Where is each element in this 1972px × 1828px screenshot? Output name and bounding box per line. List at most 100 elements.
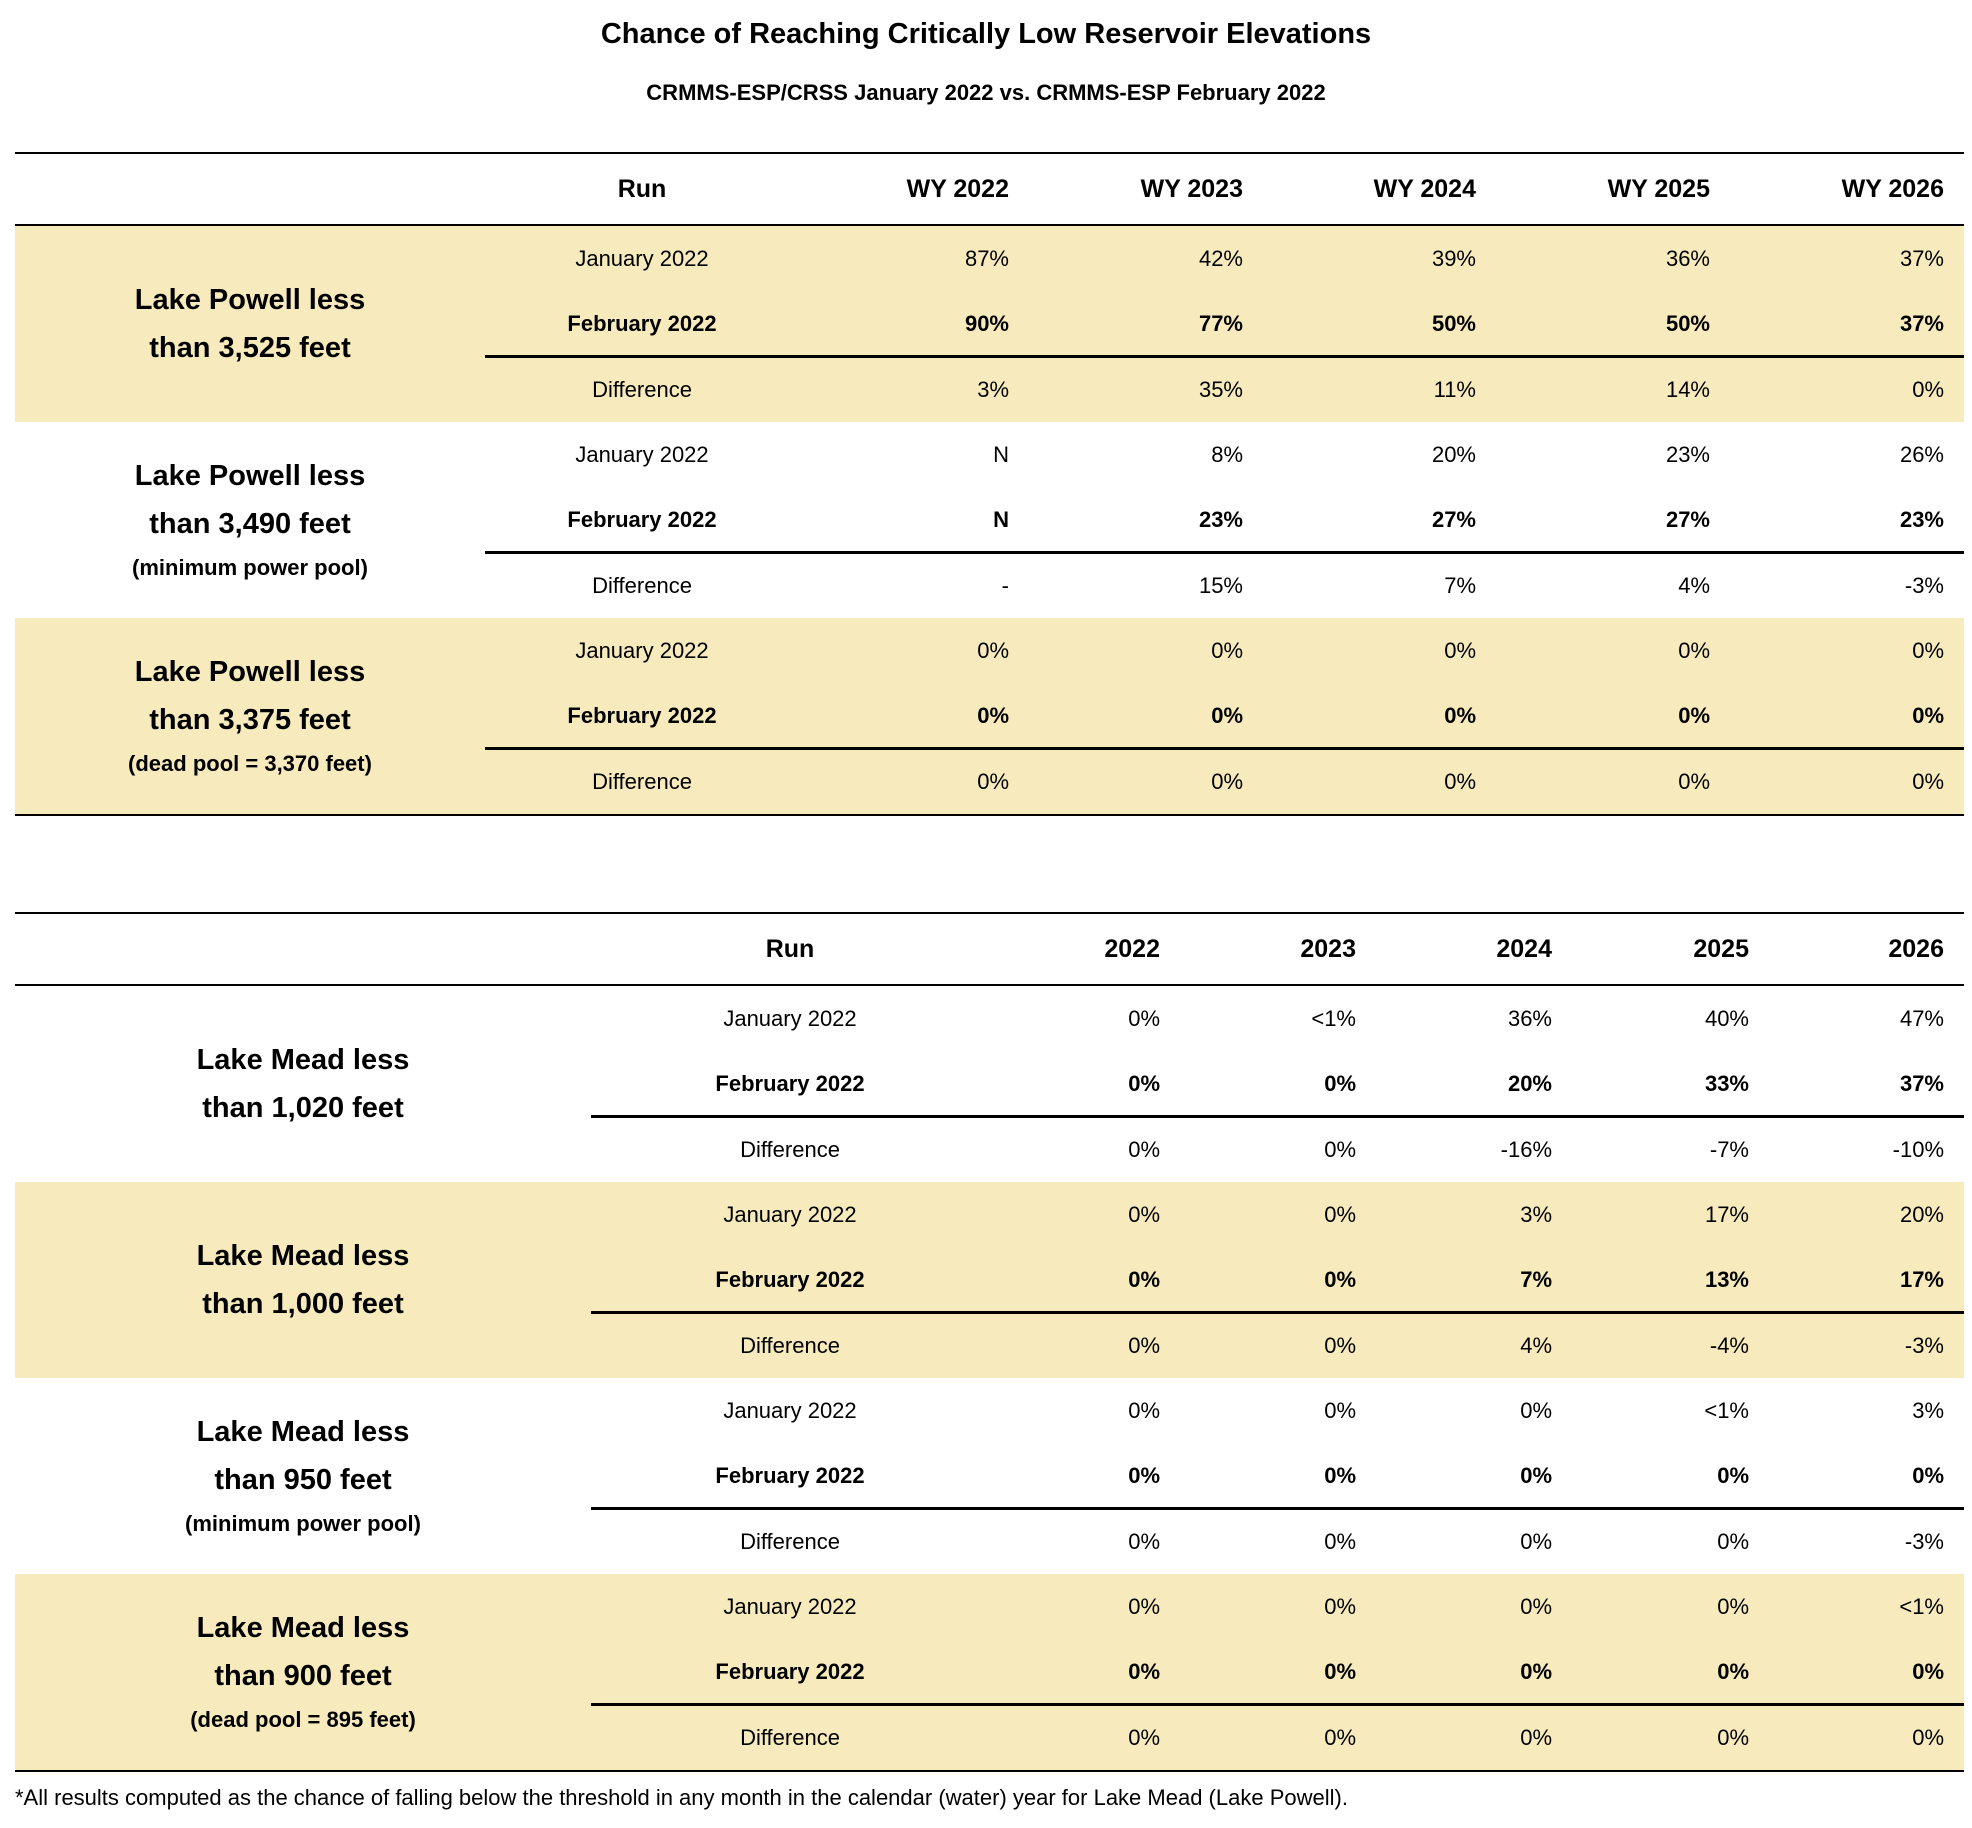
run-name: February 2022 (715, 1659, 865, 1684)
header-year: 2025 (1693, 934, 1749, 963)
value-cell: 35% (1198, 376, 1243, 402)
value-cell: 4% (1520, 1332, 1552, 1358)
run-name: Difference (740, 1724, 840, 1750)
value-cell: -7% (1709, 1136, 1749, 1162)
value-cell: 26% (1899, 441, 1944, 467)
value-cell: N (993, 507, 1009, 532)
value-cell: 0% (977, 637, 1009, 663)
threshold-label-line: (minimum power pool) (185, 1511, 421, 1536)
value-cell: 0% (1520, 1397, 1552, 1423)
value-cell: 33% (1704, 1071, 1749, 1096)
threshold-label-line: (dead pool = 895 feet) (190, 1707, 416, 1732)
value-cell: 37% (1899, 245, 1944, 271)
value-cell: 4% (1678, 572, 1710, 598)
run-name: Difference (592, 376, 692, 402)
value-cell: 0% (1128, 1659, 1160, 1684)
value-cell: 0% (1128, 1267, 1160, 1292)
value-cell: -3% (1904, 1528, 1944, 1554)
value-cell: 0% (1128, 1528, 1160, 1554)
header-year: 2026 (1888, 934, 1944, 963)
table-row: January 2022 0% 0% 3% 17% 20% (15, 1182, 1964, 1247)
page-subtitle: CRMMS-ESP/CRSS January 2022 vs. CRMMS-ES… (646, 80, 1326, 105)
value-cell: 0% (1520, 1593, 1552, 1619)
value-cell: 0% (1324, 1528, 1356, 1554)
value-cell: 0% (1717, 1528, 1749, 1554)
value-cell: 7% (1520, 1267, 1552, 1292)
run-name: Difference (740, 1528, 840, 1554)
value-cell: 0% (1912, 1724, 1944, 1750)
value-cell: 0% (1912, 637, 1944, 663)
threshold-label-line: than 1,000 feet (202, 1288, 404, 1320)
header-year: WY 2026 (1841, 174, 1944, 203)
value-cell: 0% (1324, 1071, 1356, 1096)
value-cell: -16% (1500, 1136, 1552, 1162)
value-cell: 0% (1717, 1463, 1749, 1488)
table-row: January 2022 87% 42% 39% 36% 37% (15, 226, 1964, 291)
value-cell: 0% (1324, 1136, 1356, 1162)
value-cell: 0% (1324, 1267, 1356, 1292)
value-cell: 0% (1444, 703, 1476, 728)
value-cell: 0% (1324, 1659, 1356, 1684)
value-cell: 0% (1128, 1463, 1160, 1488)
threshold-label: Lake Mead less than 950 feet (minimum powe… (15, 1378, 591, 1574)
table-row: Difference 0% 0% 0% 0% 0% (15, 749, 1964, 814)
threshold-group: Lake Powell less than 3,525 feet January 2… (15, 226, 1964, 422)
value-cell: 3% (1520, 1201, 1552, 1227)
value-cell: <1% (1704, 1397, 1749, 1423)
table-row: Difference 0% 0% 0% 0% -3% (15, 1509, 1964, 1574)
table-row: January 2022 0% 0% 0% <1% 3% (15, 1378, 1964, 1443)
value-cell: 90% (964, 311, 1009, 336)
value-cell: -3% (1904, 1332, 1944, 1358)
value-cell: 0% (1324, 1201, 1356, 1227)
threshold-label-line: Lake Mead less (196, 1240, 410, 1272)
value-cell: 17% (1704, 1201, 1749, 1227)
run-name: February 2022 (567, 703, 717, 728)
row-divider (591, 1311, 1964, 1314)
table-row: Difference 0% 0% 4% -4% -3% (15, 1313, 1964, 1378)
run-name: January 2022 (575, 441, 709, 467)
value-cell: 0% (1324, 1593, 1356, 1619)
threshold-label-line: (minimum power pool) (132, 555, 368, 580)
value-cell: 0% (1912, 1463, 1944, 1488)
value-cell: 3% (977, 376, 1009, 402)
threshold-group: Lake Powell less than 3,375 feet (dead poo… (15, 618, 1964, 814)
value-cell: 87% (964, 245, 1009, 271)
value-cell: 0% (1128, 1136, 1160, 1162)
table-row: January 2022 0% 0% 0% 0% <1% (15, 1574, 1964, 1639)
value-cell: 36% (1665, 245, 1710, 271)
value-cell: 0% (1520, 1463, 1552, 1488)
run-name: Difference (592, 768, 692, 794)
threshold-label-line: than 900 feet (214, 1660, 392, 1692)
threshold-group: Lake Mead less than 1,020 feet January 202… (15, 986, 1964, 1182)
run-name: Difference (740, 1332, 840, 1358)
value-cell: 0% (1128, 1005, 1160, 1031)
value-cell: 0% (1128, 1397, 1160, 1423)
value-cell: 0% (1520, 1659, 1552, 1684)
threshold-group: Lake Powell less than 3,490 feet (minimum … (15, 422, 1964, 618)
row-divider (485, 747, 1964, 750)
table-row: January 2022 0% <1% 36% 40% 47% (15, 986, 1964, 1051)
threshold-label: Lake Powell less than 3,525 feet (15, 226, 485, 422)
value-cell: 8% (1211, 441, 1243, 467)
run-name: February 2022 (715, 1071, 865, 1096)
table-row: Difference 0% 0% 0% 0% 0% (15, 1705, 1964, 1770)
run-name: February 2022 (567, 507, 717, 532)
row-divider (591, 1703, 1964, 1706)
value-cell: <1% (1311, 1005, 1356, 1031)
value-cell: 7% (1444, 572, 1476, 598)
threshold-label: Lake Mead less than 1,000 feet (15, 1182, 591, 1378)
value-cell: 40% (1704, 1005, 1749, 1031)
value-cell: 0% (1444, 768, 1476, 794)
table-row: February 2022 0% 0% 7% 13% 17% (15, 1248, 1964, 1313)
table-row: February 2022 N 23% 27% 27% 23% (15, 488, 1964, 553)
value-cell: 0% (1520, 1724, 1552, 1750)
row-divider (485, 355, 1964, 358)
threshold-label-line: than 3,375 feet (149, 704, 351, 736)
table-row: February 2022 0% 0% 0% 0% 0% (15, 1640, 1964, 1705)
value-cell: 13% (1704, 1267, 1749, 1292)
threshold-label: Lake Powell less than 3,490 feet (minimum … (15, 422, 485, 618)
value-cell: N (993, 441, 1009, 467)
threshold-label-line: Lake Powell less (134, 284, 366, 316)
header-year: WY 2025 (1607, 174, 1710, 203)
value-cell: 27% (1431, 507, 1476, 532)
